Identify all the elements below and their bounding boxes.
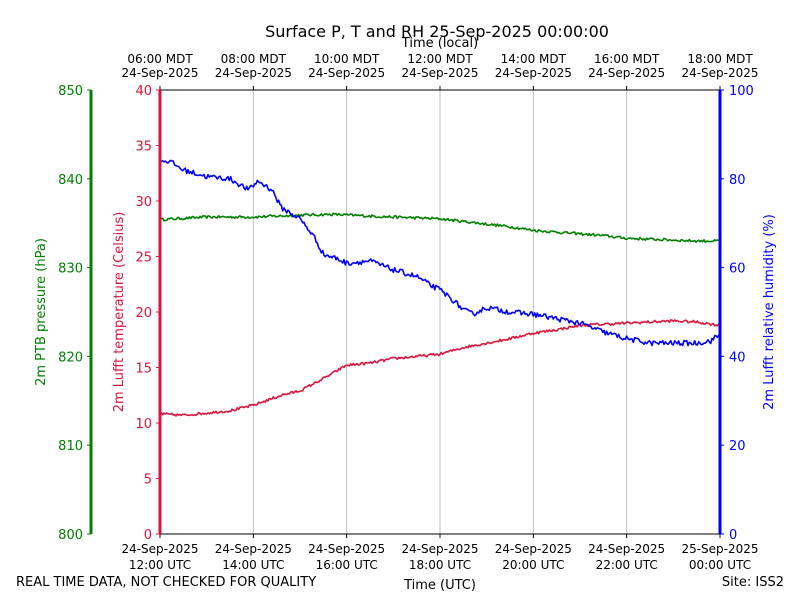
x-tick-label-time: 14:00 UTC [222, 558, 284, 572]
y-tick-label: 100 [729, 84, 754, 99]
top-axis-label: Time (local) [401, 36, 478, 51]
chart-title: Surface P, T and RH 25-Sep-2025 00:00:00 [265, 22, 609, 41]
humidity-axis-label: 2m Lufft relative humidity (%) [762, 214, 777, 410]
top-tick-label-date: 24-Sep-2025 [681, 66, 758, 80]
x-tick-label-date: 24-Sep-2025 [121, 542, 198, 556]
y-tick-label: 810 [58, 439, 83, 454]
x-tick-label-date: 25-Sep-2025 [681, 542, 758, 556]
x-tick-label-date: 24-Sep-2025 [401, 542, 478, 556]
x-tick-label-time: 18:00 UTC [409, 558, 471, 572]
x-tick-label-time: 16:00 UTC [316, 558, 378, 572]
y-tick-label: 820 [58, 350, 83, 365]
y-tick-label: 25 [135, 251, 152, 266]
y-tick-label: 0 [729, 528, 737, 543]
y-tick-label: 80 [729, 173, 746, 188]
top-tick-label-date: 24-Sep-2025 [495, 66, 572, 80]
y-tick-label: 840 [58, 173, 83, 188]
y-tick-label: 20 [135, 306, 152, 321]
y-tick-label: 15 [135, 362, 152, 377]
y-tick-label: 40 [729, 350, 746, 365]
y-tick-label: 40 [135, 84, 152, 99]
x-tick-label-date: 24-Sep-2025 [308, 542, 385, 556]
top-tick-label-date: 24-Sep-2025 [308, 66, 385, 80]
y-tick-label: 800 [58, 528, 83, 543]
y-tick-label: 35 [135, 140, 152, 155]
y-tick-label: 10 [135, 417, 152, 432]
x-tick-label-time: 00:00 UTC [689, 558, 751, 572]
top-tick-label-time: 14:00 MDT [501, 52, 567, 66]
y-tick-label: 830 [58, 262, 83, 277]
x-axis-label: Time (UTC) [403, 578, 476, 593]
x-tick-label-date: 24-Sep-2025 [495, 542, 572, 556]
x-tick-label-date: 24-Sep-2025 [588, 542, 665, 556]
top-tick-label-time: 16:00 MDT [594, 52, 660, 66]
x-tick-label-time: 12:00 UTC [129, 558, 191, 572]
top-tick-label-date: 24-Sep-2025 [588, 66, 665, 80]
top-tick-label-time: 10:00 MDT [314, 52, 380, 66]
y-tick-label: 0 [144, 528, 152, 543]
top-tick-label-date: 24-Sep-2025 [121, 66, 198, 80]
pressure-axis-label: 2m PTB pressure (hPa) [34, 238, 49, 386]
data-series [159, 159, 721, 417]
top-tick-label-date: 24-Sep-2025 [401, 66, 478, 80]
y-tick-label: 60 [729, 262, 746, 277]
quality-note: REAL TIME DATA, NOT CHECKED FOR QUALITY [16, 575, 317, 590]
x-tick-label-time: 20:00 UTC [502, 558, 564, 572]
y-tick-label: 5 [144, 473, 152, 488]
temperature-axis-label: 2m Lufft temperature (Celsius) [112, 212, 127, 413]
top-tick-label-time: 06:00 MDT [127, 52, 193, 66]
top-tick-label-time: 12:00 MDT [407, 52, 473, 66]
top-tick-label-time: 18:00 MDT [687, 52, 753, 66]
x-tick-label-time: 22:00 UTC [596, 558, 658, 572]
series-line-humidity [159, 159, 721, 347]
top-tick-label-date: 24-Sep-2025 [215, 66, 292, 80]
y-tick-label: 30 [135, 195, 152, 210]
series-line-pressure [159, 212, 721, 243]
vertical-gridlines [252, 90, 628, 534]
site-label: Site: ISS2 [721, 575, 784, 590]
x-tick-label-date: 24-Sep-2025 [215, 542, 292, 556]
y-tick-label: 850 [58, 84, 83, 99]
y-tick-label: 20 [729, 439, 746, 454]
series-line-temperature [159, 319, 721, 417]
top-tick-label-time: 08:00 MDT [221, 52, 287, 66]
